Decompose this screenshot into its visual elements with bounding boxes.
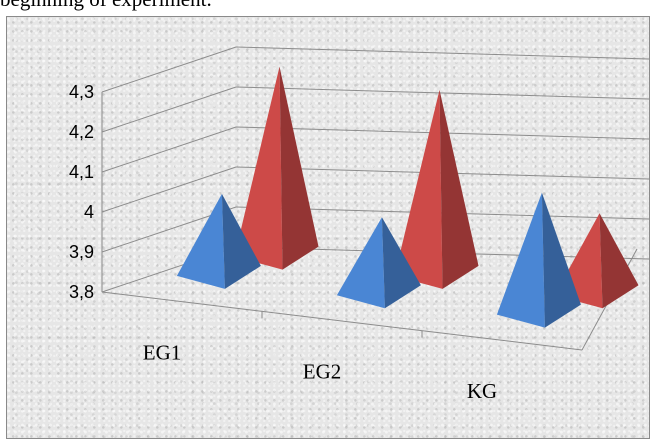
pyramid-face-left bbox=[234, 66, 283, 270]
floor-front-edge bbox=[101, 291, 583, 351]
x-category-label: EG1 bbox=[143, 340, 182, 364]
figure-caption: beginning of experiment. bbox=[0, 0, 212, 11]
pyramid-face-left bbox=[336, 217, 385, 309]
side-gridline bbox=[101, 46, 237, 93]
pyramid-face-left bbox=[496, 192, 545, 328]
back-gridline bbox=[235, 46, 649, 60]
chart-area: 3,8 3,9 4 4,1 4,2 4,3 EG1 EG2 KG bbox=[6, 16, 650, 439]
pyramid-marks bbox=[176, 66, 639, 328]
side-gridline bbox=[101, 126, 237, 173]
pyramid-face-right bbox=[381, 217, 421, 309]
y-tick-label: 3,8 bbox=[69, 282, 94, 302]
back-gridline bbox=[235, 86, 649, 100]
x-category-label: KG bbox=[467, 379, 497, 403]
side-gridline bbox=[101, 166, 237, 213]
y-tick-labels: 3,8 3,9 4 4,1 4,2 4,3 bbox=[69, 82, 94, 302]
y-tick-label: 3,9 bbox=[69, 242, 94, 262]
y-tick-label: 4 bbox=[84, 202, 94, 222]
side-gridline bbox=[101, 86, 237, 133]
x-category-label: EG2 bbox=[303, 360, 342, 384]
pyramid-bar-chart: 3,8 3,9 4 4,1 4,2 4,3 EG1 EG2 KG bbox=[69, 46, 649, 403]
pyramid-face-right bbox=[221, 193, 261, 289]
pyramid-face-right bbox=[439, 89, 479, 289]
pyramid-face-right bbox=[541, 192, 581, 328]
x-category-labels: EG1 EG2 KG bbox=[143, 340, 497, 403]
y-tick-label: 4,3 bbox=[69, 82, 94, 102]
y-tick-label: 4,1 bbox=[69, 162, 94, 182]
pyramid-face-left bbox=[394, 89, 443, 289]
pyramid-face-right bbox=[599, 213, 639, 309]
pyramid-face-left bbox=[176, 193, 225, 289]
pyramid-face-right bbox=[279, 66, 319, 270]
y-tick-label: 4,2 bbox=[69, 122, 94, 142]
